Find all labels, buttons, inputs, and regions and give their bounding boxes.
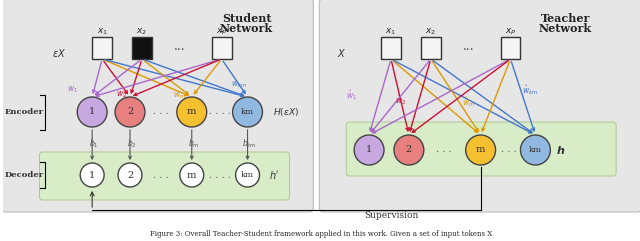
Text: $x_2$: $x_2$ <box>136 27 147 37</box>
Circle shape <box>232 97 262 127</box>
Bar <box>381 37 401 59</box>
Bar <box>421 37 441 59</box>
Text: 2: 2 <box>127 170 133 180</box>
Text: ...: ... <box>463 40 474 54</box>
Circle shape <box>394 135 424 165</box>
Text: $w_m$: $w_m$ <box>173 91 186 101</box>
Circle shape <box>180 163 204 187</box>
Text: $h'$: $h'$ <box>269 169 280 181</box>
FancyBboxPatch shape <box>1 0 314 212</box>
Text: Network: Network <box>220 22 273 33</box>
Text: Student: Student <box>222 13 271 24</box>
Circle shape <box>77 97 107 127</box>
FancyBboxPatch shape <box>319 0 640 212</box>
Text: 1: 1 <box>366 146 372 154</box>
Text: Decoder: Decoder <box>5 171 44 179</box>
Text: $X$: $X$ <box>337 47 346 59</box>
Circle shape <box>236 163 259 187</box>
Circle shape <box>466 135 495 165</box>
Text: . . . .: . . . . <box>209 107 230 116</box>
Text: $\hat{w}_1$: $\hat{w}_1$ <box>346 88 356 102</box>
Circle shape <box>177 97 207 127</box>
Text: $b_m$: $b_m$ <box>188 138 200 150</box>
Text: $x_1$: $x_1$ <box>97 27 108 37</box>
Text: km: km <box>241 171 254 179</box>
Text: $w_2$: $w_2$ <box>116 90 127 100</box>
Text: . . .: . . . <box>500 146 516 154</box>
Text: $x_P$: $x_P$ <box>216 27 227 37</box>
Bar <box>132 37 152 59</box>
Text: Network: Network <box>539 22 592 33</box>
Text: $x_1$: $x_1$ <box>385 27 397 37</box>
Text: $\boldsymbol{h}$: $\boldsymbol{h}$ <box>556 144 566 156</box>
Text: Figure 3: Overall Teacher-Student framework applied in this work. Given a set of: Figure 3: Overall Teacher-Student framew… <box>150 230 492 238</box>
Text: 1: 1 <box>89 170 95 180</box>
Circle shape <box>115 97 145 127</box>
Text: $b_1$: $b_1$ <box>90 138 99 150</box>
Text: 2: 2 <box>406 146 412 154</box>
Bar <box>212 37 232 59</box>
Bar <box>92 37 112 59</box>
Text: km: km <box>529 146 542 154</box>
Text: Teacher: Teacher <box>541 13 590 24</box>
Text: km: km <box>241 108 254 116</box>
Text: $\hat{w}_{km}$: $\hat{w}_{km}$ <box>522 83 539 97</box>
Circle shape <box>520 135 550 165</box>
Circle shape <box>80 163 104 187</box>
Circle shape <box>354 135 384 165</box>
Text: m: m <box>476 146 485 154</box>
Text: $\hat{w}_m$: $\hat{w}_m$ <box>462 95 476 109</box>
Text: 1: 1 <box>89 107 95 116</box>
Text: $x_P$: $x_P$ <box>505 27 516 37</box>
Text: $w_{km}$: $w_{km}$ <box>232 80 248 90</box>
Text: . . .: . . . <box>153 107 169 116</box>
Text: Supervision: Supervision <box>364 210 418 220</box>
Text: $x_2$: $x_2$ <box>426 27 436 37</box>
Bar <box>500 37 520 59</box>
Text: . . .: . . . <box>436 146 452 154</box>
Text: $b_2$: $b_2$ <box>127 138 137 150</box>
Text: . . . .: . . . . <box>209 170 230 180</box>
Circle shape <box>118 163 142 187</box>
Text: $\epsilon X$: $\epsilon X$ <box>52 47 67 59</box>
Text: 2: 2 <box>127 107 133 116</box>
Text: m: m <box>187 170 196 180</box>
Text: $b_{km}$: $b_{km}$ <box>242 138 257 150</box>
Text: $w_1$: $w_1$ <box>67 85 78 95</box>
FancyBboxPatch shape <box>40 152 289 200</box>
Text: $H(\epsilon X)$: $H(\epsilon X)$ <box>273 106 300 118</box>
Text: . . .: . . . <box>153 170 169 180</box>
Text: Encoder: Encoder <box>5 108 44 116</box>
FancyBboxPatch shape <box>346 122 616 176</box>
Text: $\hat{w}_2$: $\hat{w}_2$ <box>396 93 406 107</box>
Text: ...: ... <box>174 40 186 54</box>
Text: m: m <box>187 107 196 116</box>
